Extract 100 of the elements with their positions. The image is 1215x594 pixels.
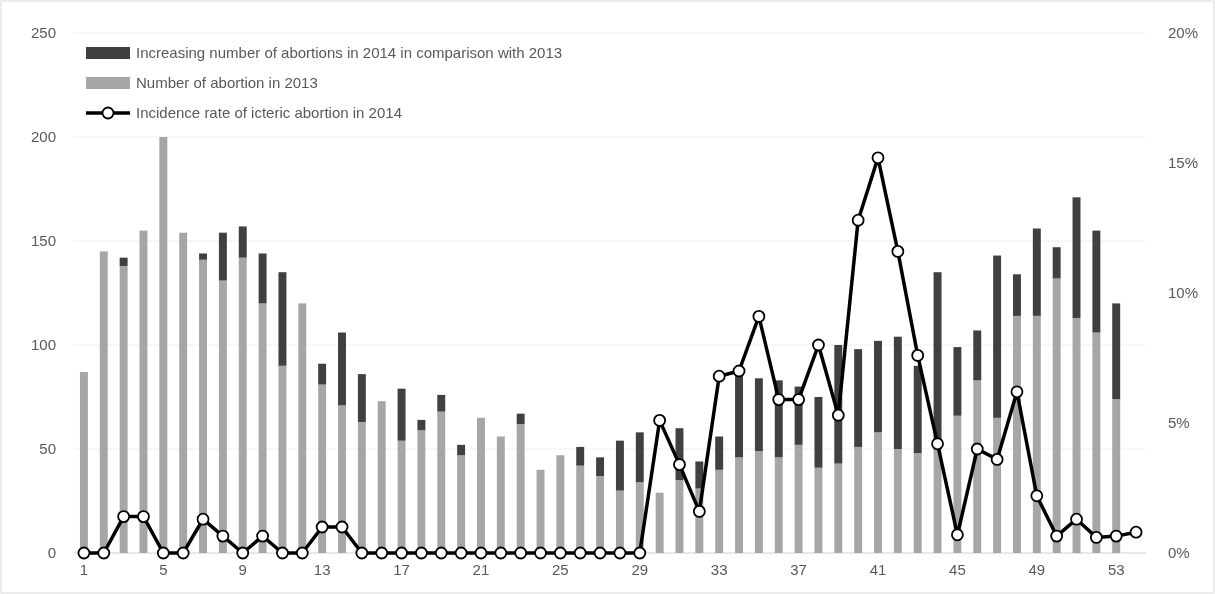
point bbox=[534, 546, 547, 560]
point bbox=[1129, 525, 1143, 539]
bar bbox=[854, 446, 863, 553]
y2-tick-label: 10% bbox=[1168, 284, 1199, 302]
bar bbox=[417, 419, 426, 431]
bar bbox=[794, 444, 803, 553]
point bbox=[812, 338, 825, 352]
bar bbox=[1012, 315, 1021, 553]
bar bbox=[318, 363, 327, 385]
bar bbox=[338, 405, 346, 553]
bar bbox=[735, 374, 744, 458]
bar bbox=[814, 467, 823, 553]
y2-tick-label: 0% bbox=[1168, 544, 1190, 562]
bar bbox=[457, 444, 466, 456]
y-tick-label: 200 bbox=[30, 128, 56, 146]
bar bbox=[119, 265, 128, 553]
point bbox=[335, 520, 349, 534]
x-tick-label: 45 bbox=[949, 561, 966, 578]
bar bbox=[973, 380, 982, 553]
bar bbox=[357, 374, 366, 422]
point bbox=[156, 546, 170, 560]
bar bbox=[893, 336, 902, 449]
x-tick-label: 13 bbox=[313, 561, 331, 578]
x-tick-label: 37 bbox=[790, 561, 807, 578]
bar bbox=[278, 272, 287, 366]
bar bbox=[615, 440, 624, 491]
point bbox=[1089, 531, 1103, 544]
point bbox=[137, 510, 150, 523]
point bbox=[97, 546, 111, 560]
bar bbox=[774, 457, 783, 553]
bar bbox=[238, 226, 247, 258]
legend-label: Incidence rate of icteric abortion in 2014 bbox=[136, 104, 402, 122]
bar bbox=[199, 253, 208, 260]
x-tick-label: 21 bbox=[472, 561, 490, 578]
point bbox=[553, 546, 567, 560]
point bbox=[613, 546, 627, 560]
point bbox=[970, 442, 984, 456]
bar bbox=[715, 469, 724, 553]
bar bbox=[1092, 332, 1101, 553]
bar bbox=[913, 453, 922, 553]
point bbox=[395, 546, 408, 560]
point bbox=[236, 546, 250, 560]
y-tick-label: 250 bbox=[30, 24, 56, 42]
point bbox=[951, 528, 964, 542]
x-tick-label: 49 bbox=[1028, 561, 1046, 578]
bar bbox=[218, 232, 227, 281]
bar bbox=[516, 413, 525, 425]
bar bbox=[218, 280, 227, 553]
bar bbox=[754, 451, 763, 553]
x-tick-label: 1 bbox=[79, 561, 89, 578]
bar bbox=[834, 463, 843, 553]
point bbox=[415, 546, 428, 560]
y-tick-label: 150 bbox=[30, 232, 56, 250]
bar bbox=[933, 449, 942, 553]
bar bbox=[913, 365, 922, 454]
bar bbox=[1032, 315, 1041, 553]
point bbox=[1010, 385, 1024, 399]
bar bbox=[874, 432, 882, 553]
bar bbox=[854, 349, 863, 447]
point bbox=[673, 458, 686, 471]
point bbox=[276, 546, 289, 560]
bar bbox=[318, 384, 327, 553]
bar bbox=[199, 259, 208, 553]
x-tick-label: 41 bbox=[869, 561, 887, 578]
bar bbox=[814, 397, 823, 468]
bar bbox=[655, 492, 664, 553]
point bbox=[474, 546, 488, 560]
bar bbox=[1112, 303, 1121, 400]
legend-label: Increasing number of abortions in 2014 in comparison with 2013 bbox=[136, 44, 563, 62]
point bbox=[712, 369, 726, 383]
bar bbox=[258, 253, 267, 304]
x-tick-label: 5 bbox=[159, 561, 168, 578]
y2-tick-label: 5% bbox=[1168, 414, 1190, 432]
bar bbox=[397, 388, 406, 441]
point bbox=[256, 529, 269, 543]
point bbox=[792, 393, 805, 406]
point bbox=[990, 453, 1004, 466]
legend-label: Number of abortion in 2013 bbox=[136, 74, 318, 92]
bar bbox=[893, 449, 902, 553]
point bbox=[434, 546, 448, 560]
point bbox=[1050, 529, 1064, 543]
point bbox=[911, 349, 925, 362]
bar bbox=[953, 347, 962, 416]
bar bbox=[1052, 247, 1061, 279]
point bbox=[851, 213, 865, 227]
bar bbox=[754, 378, 763, 452]
point bbox=[752, 310, 766, 323]
point bbox=[692, 505, 706, 518]
bar bbox=[993, 255, 1002, 418]
bar bbox=[1012, 274, 1021, 316]
y-tick-label: 50 bbox=[39, 440, 56, 458]
point bbox=[196, 512, 210, 526]
bar bbox=[695, 461, 704, 489]
x-tick-label: 17 bbox=[393, 561, 410, 578]
x-tick-label: 29 bbox=[631, 561, 649, 578]
point bbox=[295, 546, 309, 560]
point bbox=[573, 546, 587, 560]
point bbox=[454, 546, 468, 560]
x-tick-label: 33 bbox=[710, 561, 728, 578]
bar bbox=[596, 457, 605, 477]
